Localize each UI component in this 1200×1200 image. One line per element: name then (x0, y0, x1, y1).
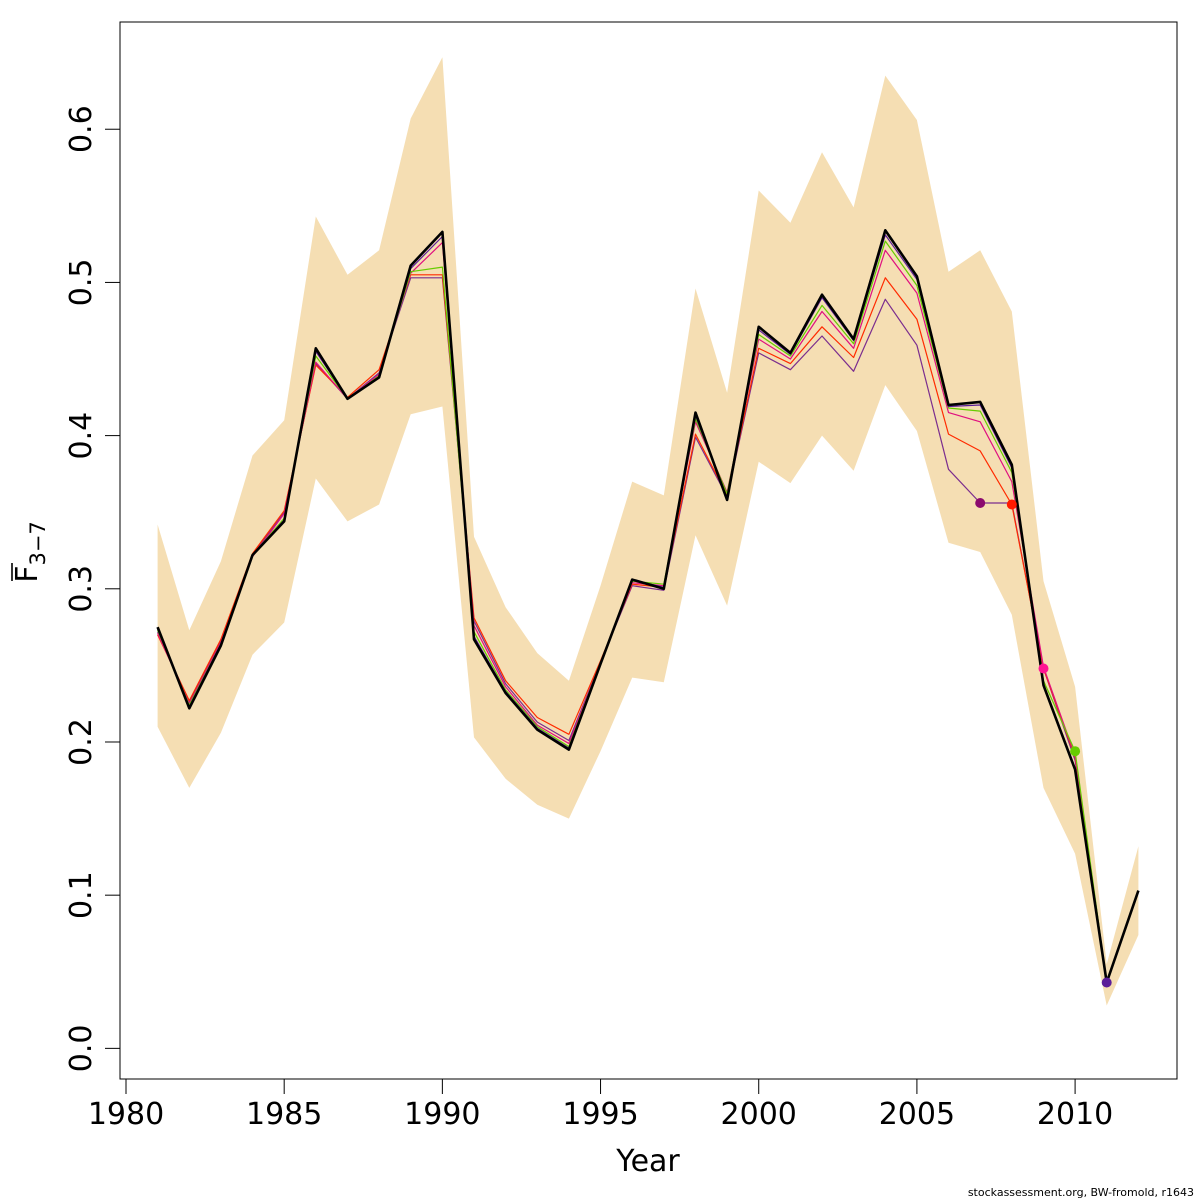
series-layer (156, 229, 1140, 984)
series-end-point-1 (975, 498, 986, 508)
marker-layer (975, 498, 1112, 988)
x-tick-label: 1995 (562, 1097, 638, 1132)
y-tick-label-group: 0.0 (64, 1025, 99, 1073)
y-axis-title-subscript: 3−7 (26, 521, 50, 565)
y-tick-label: 0.1 (64, 871, 99, 919)
x-tick-label: 2010 (1037, 1097, 1113, 1132)
series-end-point-5 (1101, 977, 1112, 988)
svg-text:F3−7: F3−7 (10, 521, 50, 583)
x-axis: 1980 1985 1990 1995 2000 2005 2010 (88, 1078, 1113, 1132)
y-tick-label-group: 0.5 (64, 259, 99, 307)
x-axis-title: Year (615, 1144, 680, 1179)
y-axis: 0.0 0.1 0.2 0.3 0.4 0.5 0.6 (64, 105, 121, 1073)
y-tick-label-group: 0.1 (64, 871, 99, 919)
series-end-point-4 (1070, 746, 1081, 757)
x-tick-label: 1990 (404, 1097, 480, 1132)
y-tick-label-group: 0.4 (64, 412, 99, 460)
x-tick-label: 2000 (721, 1097, 797, 1132)
x-tick-label: 2005 (879, 1097, 955, 1132)
y-tick-label: 0.3 (64, 565, 99, 613)
series-end-point-3 (1038, 663, 1049, 674)
confidence-band-layer (157, 57, 1139, 1006)
y-axis-title-main: F (10, 566, 45, 583)
y-tick-label: 0.0 (64, 1025, 99, 1073)
y-tick-label-group: 0.3 (64, 565, 99, 613)
x-tick-label: 1980 (88, 1097, 164, 1132)
y-tick-label: 0.5 (64, 259, 99, 307)
series-line-main (156, 229, 1140, 984)
y-axis-title: F3−7 (10, 521, 50, 583)
y-tick-label: 0.4 (64, 412, 99, 460)
y-tick-label: 0.2 (64, 718, 99, 766)
y-tick-label-group: 0.6 (64, 105, 99, 153)
y-tick-label: 0.6 (64, 105, 99, 153)
y-tick-label-group: 0.2 (64, 718, 99, 766)
series-end-point-2 (1006, 499, 1017, 510)
x-tick-label: 1985 (246, 1097, 322, 1132)
credit-text: stockassessment.org, BW-fromold, r1643 (968, 1186, 1194, 1199)
confidence-band (157, 57, 1139, 1006)
